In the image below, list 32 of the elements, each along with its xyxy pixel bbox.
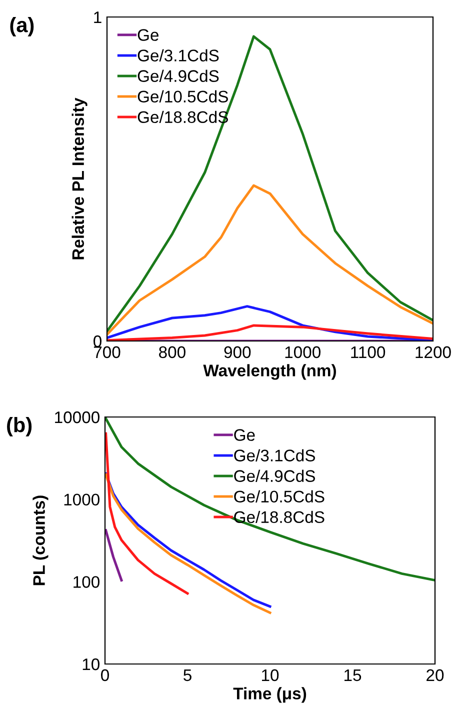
text: (b) (7, 417, 32, 436)
x-axis-title: Wavelength (nm) (203, 364, 336, 380)
y-tick-label: 1000 (64, 494, 100, 506)
legend-label: Ge/3.1CdS (138, 49, 219, 62)
y-axis-title: PL (counts) (32, 496, 48, 586)
legend-label: Ge/4.9CdS (234, 470, 315, 482)
x-tick-label: 10 (262, 669, 279, 682)
y-tick-label: 100 (74, 576, 100, 588)
legend-label: Ge (138, 29, 158, 41)
legend-label: Ge/18.8CdS (234, 510, 324, 524)
x-tick-label: 20 (426, 669, 444, 682)
legend-label: Ge (234, 429, 255, 441)
legend-label: Ge/3.1CdS (234, 449, 315, 462)
legend-label: Ge/4.9CdS (138, 70, 219, 82)
x-tick-label: 900 (224, 346, 251, 358)
legend-label: Ge/10.5CdS (138, 90, 228, 103)
x-tick-label: 1200 (416, 346, 451, 358)
x-tick-label: 5 (184, 669, 192, 682)
y-axis-title: Relative PL Intensity (72, 98, 88, 260)
x-tick-label: 1100 (351, 346, 386, 358)
text: (a) (10, 17, 34, 36)
x-tick-label: 700 (94, 346, 120, 358)
y-tick-label: 10 (82, 658, 100, 670)
x-tick-label: 15 (344, 669, 362, 682)
x-tick-label: 800 (159, 346, 186, 358)
x-axis-title: Time (μs) (233, 687, 306, 703)
line-series (105, 432, 189, 595)
x-tick-label: 1000 (285, 346, 320, 358)
line-series (107, 184, 433, 336)
y-tick-label: 1 (94, 12, 102, 24)
y-tick-label: 10000 (55, 411, 100, 424)
legend-label: Ge/10.5CdS (234, 490, 324, 503)
